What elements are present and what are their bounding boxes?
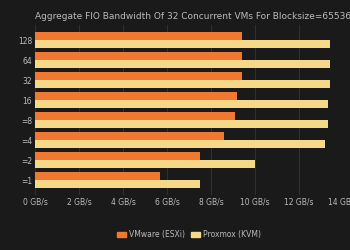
Bar <box>35 180 200 188</box>
Bar <box>35 152 200 160</box>
Bar <box>35 120 328 128</box>
Text: Aggregate FIO Bandwidth Of 32 Concurrent VMs For Blocksize=65536: Aggregate FIO Bandwidth Of 32 Concurrent… <box>35 12 350 22</box>
Bar <box>35 100 328 108</box>
Bar <box>35 32 242 40</box>
Bar <box>35 60 330 68</box>
Bar <box>35 160 255 168</box>
Bar <box>35 40 330 48</box>
Bar <box>35 172 160 180</box>
Bar <box>35 140 326 147</box>
Bar <box>35 112 235 120</box>
Bar <box>35 92 237 100</box>
Legend: VMware (ESXi), Proxmox (KVM): VMware (ESXi), Proxmox (KVM) <box>114 227 264 242</box>
Bar <box>35 52 242 60</box>
Bar <box>35 132 224 140</box>
Bar <box>35 80 330 88</box>
Bar <box>35 72 242 80</box>
